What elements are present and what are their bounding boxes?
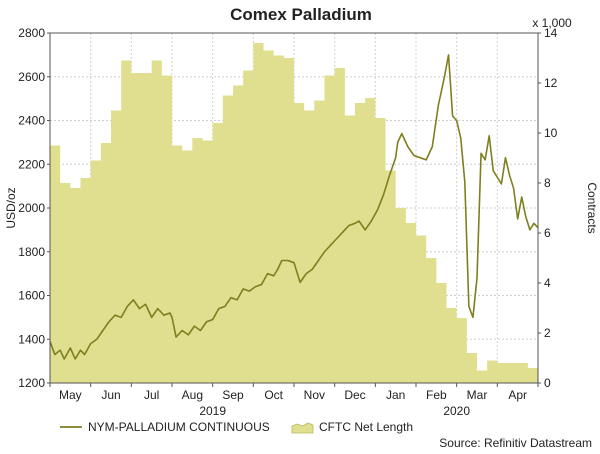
left-axis-ticks: 1200 1400 1600 1800 2000 2200 2400 2600 2800	[18, 26, 45, 390]
line-layer	[49, 54, 539, 360]
month-label: Oct	[264, 388, 283, 402]
right-tick-label: 14	[544, 26, 558, 40]
left-tick-label: 2400	[18, 114, 45, 128]
cftc-net-length-area	[50, 43, 538, 383]
month-label: Mar	[467, 388, 488, 402]
left-tick-label: 1800	[18, 245, 45, 259]
left-tick-label: 2200	[18, 157, 45, 171]
left-tick-label: 1200	[18, 376, 45, 390]
legend: NYM-PALLADIUM CONTINUOUS CFTC Net Length	[60, 420, 413, 434]
year-label: 2020	[443, 404, 470, 418]
x-axis-ticks: May Jun Jul Aug Sep Oct Nov Dec Jan Feb Mar Apr 2019…	[59, 388, 527, 418]
left-tick-label: 2600	[18, 70, 45, 84]
month-label: Jul	[144, 388, 159, 402]
left-tick-label: 1600	[18, 289, 45, 303]
left-tick-label: 2800	[18, 26, 45, 40]
left-axis-label: USD/oz	[4, 187, 18, 228]
legend-area-swatch	[291, 422, 314, 434]
right-axis-label: Contracts	[585, 182, 599, 233]
palladium-price-line	[49, 54, 539, 360]
right-tick-label: 8	[544, 176, 551, 190]
month-label: Apr	[508, 388, 527, 402]
axes	[47, 32, 541, 387]
month-label: Nov	[304, 388, 325, 402]
legend-line-label: NYM-PALLADIUM CONTINUOUS	[88, 420, 270, 434]
month-label: Feb	[426, 388, 447, 402]
right-tick-label: 4	[544, 276, 551, 290]
right-axis-multiplier: x 1,000	[532, 16, 572, 30]
month-label: Jun	[101, 388, 120, 402]
month-label: Jan	[386, 388, 405, 402]
plot-frame	[49, 32, 539, 384]
source-note: Source: Refinitiv Datastream	[439, 436, 592, 450]
left-tick-label: 2000	[18, 201, 45, 215]
right-tick-label: 10	[544, 126, 558, 140]
month-label: Sep	[222, 388, 244, 402]
right-tick-label: 6	[544, 226, 551, 240]
left-tick-label: 1400	[18, 332, 45, 346]
right-tick-label: 0	[544, 376, 551, 390]
year-label: 2019	[199, 404, 226, 418]
month-label: Dec	[344, 388, 365, 402]
area-layer	[50, 43, 538, 383]
right-tick-label: 12	[544, 76, 558, 90]
right-tick-label: 2	[544, 326, 551, 340]
chart-title: Comex Palladium	[230, 5, 372, 24]
right-axis-ticks: 0 2 4 6 8 10 12 14	[544, 26, 558, 390]
month-label: May	[59, 388, 82, 402]
month-label: Aug	[182, 388, 203, 402]
legend-area-label: CFTC Net Length	[319, 420, 413, 434]
